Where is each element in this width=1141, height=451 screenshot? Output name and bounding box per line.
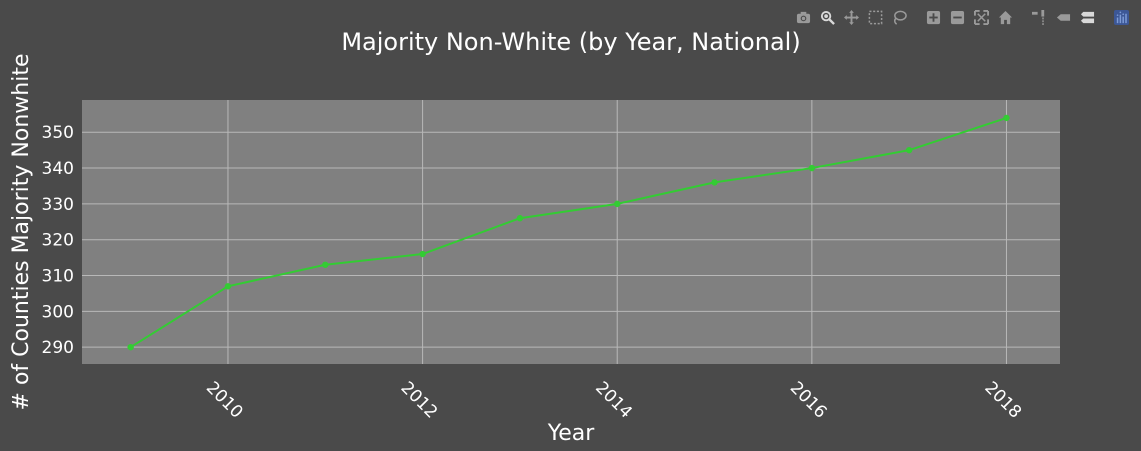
- gridlines: [82, 100, 1060, 364]
- home-icon: [998, 10, 1013, 25]
- data-series: [127, 114, 1010, 351]
- autoscale-button[interactable]: [971, 8, 991, 26]
- x-tick-label: 2016: [786, 378, 831, 423]
- data-point[interactable]: [711, 179, 718, 186]
- box-select-icon: [868, 10, 883, 25]
- toggle-spike-lines-button[interactable]: [1029, 8, 1049, 26]
- download-plot-button[interactable]: [793, 8, 813, 26]
- data-point[interactable]: [1003, 114, 1010, 122]
- zoom-icon: [820, 10, 835, 25]
- autoscale-icon: [973, 9, 989, 25]
- lasso-select-button[interactable]: [889, 8, 909, 26]
- pan-icon: [843, 9, 859, 25]
- lasso-select-icon: [892, 10, 907, 25]
- x-tick-label: 2012: [397, 378, 442, 423]
- box-select-button[interactable]: [865, 8, 885, 26]
- data-point[interactable]: [516, 215, 524, 222]
- zoom-in-button[interactable]: [923, 8, 943, 26]
- zoom-button[interactable]: [817, 8, 837, 26]
- data-point[interactable]: [322, 261, 329, 268]
- x-tick-label: 2010: [202, 378, 247, 423]
- data-point[interactable]: [905, 146, 913, 154]
- modebar: [793, 8, 1131, 26]
- plot-area[interactable]: [82, 100, 1060, 364]
- plotly-logo-link[interactable]: [1111, 8, 1131, 26]
- x-tick-label: 2014: [591, 378, 636, 423]
- y-axis-title: # of Counties Majority Nonwhite: [9, 54, 34, 411]
- y-tick-label: 340: [42, 159, 74, 179]
- reset-axes-button[interactable]: [995, 8, 1015, 26]
- zoom-out-button[interactable]: [947, 8, 967, 26]
- hover-compare-icon: [1080, 10, 1095, 25]
- y-tick-label: 300: [42, 302, 74, 322]
- pan-button[interactable]: [841, 8, 861, 26]
- zoom-out-icon: [950, 10, 965, 25]
- chart-title: Majority Non-White (by Year, National): [341, 28, 800, 56]
- y-tick-label: 330: [42, 195, 74, 215]
- hover-closest-button[interactable]: [1053, 8, 1073, 26]
- x-axis-title: Year: [547, 421, 596, 446]
- data-point[interactable]: [127, 343, 134, 351]
- data-point[interactable]: [614, 200, 621, 208]
- x-axis-ticks: 2010 2012 2014 2016 2018: [202, 378, 1025, 423]
- hover-closest-icon: [1056, 10, 1071, 25]
- y-tick-label: 310: [42, 267, 74, 287]
- x-tick-label: 2018: [980, 378, 1025, 423]
- series-line: [130, 116, 1007, 349]
- y-tick-label: 320: [42, 231, 74, 251]
- y-tick-label: 290: [42, 338, 74, 358]
- data-point[interactable]: [808, 164, 816, 172]
- camera-icon: [796, 10, 811, 25]
- y-axis-ticks: 290 300 310 320 330 340 350: [42, 123, 74, 358]
- spike-lines-icon: [1031, 9, 1047, 25]
- y-tick-label: 350: [42, 123, 74, 143]
- hover-compare-button[interactable]: [1077, 8, 1097, 26]
- zoom-in-icon: [926, 10, 941, 25]
- data-point[interactable]: [419, 250, 426, 258]
- plotly-logo-icon: [1113, 9, 1129, 25]
- data-point[interactable]: [224, 283, 232, 290]
